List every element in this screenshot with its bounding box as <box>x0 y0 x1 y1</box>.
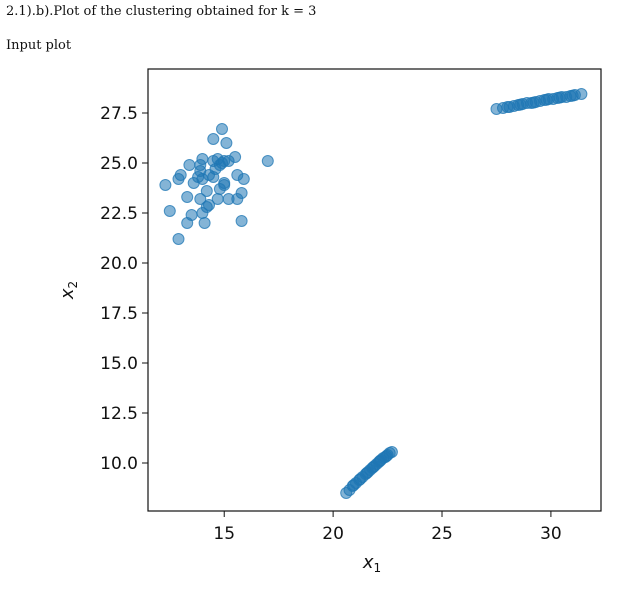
data-point <box>261 155 274 167</box>
data-point <box>235 215 248 227</box>
y-tick-label: 22.5 <box>100 204 138 224</box>
data-point <box>566 89 579 102</box>
data-point <box>194 193 207 205</box>
y-tick-label: 17.5 <box>100 304 138 324</box>
y-tick-label: 10.0 <box>100 454 138 474</box>
y-tick-label: 27.5 <box>100 104 138 124</box>
points-layer <box>159 88 588 499</box>
data-point <box>216 123 228 135</box>
data-point <box>200 201 213 213</box>
y-tick-label: 25.0 <box>100 154 138 174</box>
data-point <box>211 193 224 205</box>
y-tick-label: 12.5 <box>100 404 138 424</box>
data-point <box>501 101 514 113</box>
y-axis-label: x2 <box>57 281 80 300</box>
data-point <box>218 177 231 189</box>
data-point <box>380 450 393 462</box>
section-heading: 2.1).b).Plot of the clustering obtained … <box>6 4 317 19</box>
y-axis-ticks: 10.0 12.5 15.0 17.5 20.0 22.5 25.0 27.5 <box>100 104 148 474</box>
data-point <box>159 179 172 191</box>
x-tick-label: 15 <box>213 524 235 544</box>
chart-caption: Input plot <box>6 38 72 53</box>
x-tick-label: 20 <box>322 524 344 544</box>
data-point <box>540 93 553 106</box>
y-tick-label: 20.0 <box>100 254 138 274</box>
x-axis-ticks: 15 20 25 30 <box>213 511 562 544</box>
plot-frame <box>147 68 602 512</box>
data-point <box>207 133 220 145</box>
data-point <box>181 191 194 203</box>
data-point <box>198 217 211 229</box>
x-tick-label: 30 <box>540 524 562 544</box>
data-point <box>196 153 209 165</box>
data-point <box>553 91 566 104</box>
y-tick-label: 15.0 <box>100 354 138 374</box>
data-point <box>185 209 198 221</box>
data-point <box>229 151 242 163</box>
data-point <box>174 169 187 181</box>
data-point <box>183 159 196 171</box>
data-point <box>514 98 527 111</box>
data-point <box>237 173 250 185</box>
data-point <box>220 137 233 149</box>
data-point <box>527 96 540 109</box>
x-axis-label: x1 <box>362 552 381 575</box>
x-tick-label: 25 <box>431 524 453 544</box>
data-point <box>200 185 213 197</box>
data-point <box>172 233 185 245</box>
data-point <box>163 205 176 217</box>
data-point <box>235 187 248 199</box>
